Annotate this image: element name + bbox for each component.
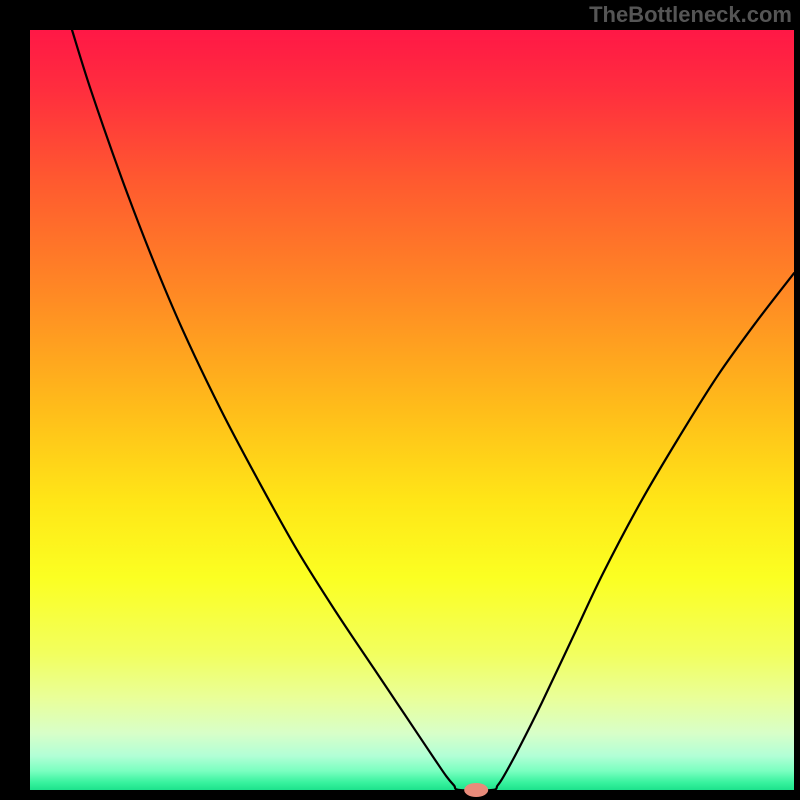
chart-background xyxy=(30,30,794,790)
optimal-point-marker xyxy=(464,783,488,797)
chart-container: TheBottleneck.com xyxy=(0,0,800,800)
watermark-label: TheBottleneck.com xyxy=(589,2,792,28)
bottleneck-chart xyxy=(0,0,800,800)
